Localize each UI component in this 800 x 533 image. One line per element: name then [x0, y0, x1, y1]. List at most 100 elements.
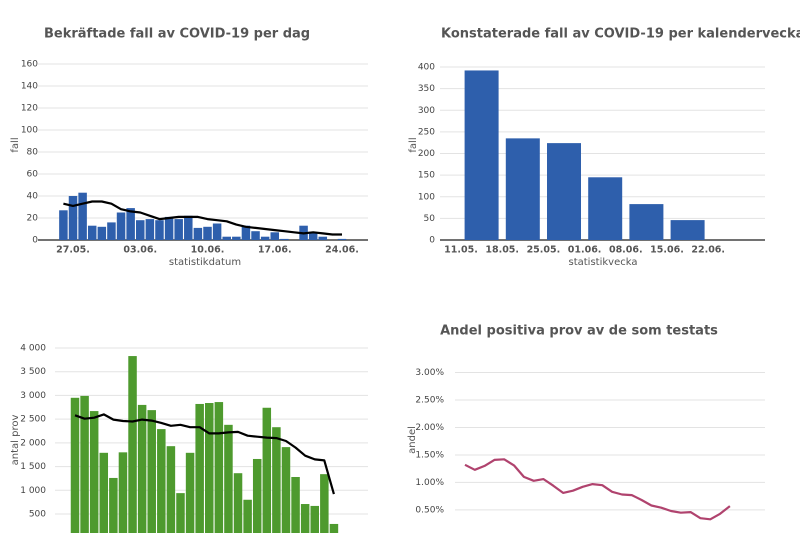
- bar: [300, 504, 310, 533]
- bar: [262, 407, 272, 533]
- y-tick-label: 3 500: [20, 367, 46, 377]
- y-tick-label: 4 000: [20, 344, 46, 354]
- bar: [166, 446, 176, 533]
- bar: [280, 238, 289, 240]
- y-tick-label: 200: [418, 149, 435, 159]
- y-tick-label: 2 500: [20, 415, 46, 425]
- bar: [308, 232, 318, 240]
- x-axis-title: statistikvecka: [569, 257, 638, 268]
- y-tick-label: 1 500: [20, 462, 46, 472]
- y-axis-title: fall: [408, 137, 419, 152]
- y-tick-label: 2 000: [20, 438, 46, 448]
- bar: [222, 236, 231, 240]
- bar: [214, 402, 224, 533]
- bar: [164, 216, 174, 240]
- chart-title: Bekräftade fall av COVID-19 per dag: [44, 27, 310, 42]
- bar: [629, 204, 664, 240]
- bar: [107, 222, 116, 240]
- chart-title: Andel positiva prov av de som testats: [440, 324, 718, 339]
- bar: [547, 143, 581, 240]
- bar: [212, 223, 222, 240]
- bar: [337, 238, 347, 240]
- y-tick-label: 120: [21, 104, 38, 114]
- x-tick-label: 01.06.: [568, 245, 602, 256]
- x-tick-label: 25.05.: [527, 245, 561, 256]
- bar: [157, 429, 166, 533]
- bar: [116, 212, 126, 240]
- bar: [80, 395, 89, 533]
- bar: [588, 177, 623, 240]
- x-tick-label: 27.05.: [56, 245, 90, 256]
- bar: [241, 225, 251, 240]
- bar: [128, 356, 137, 533]
- bar: [97, 226, 107, 240]
- y-tick-label: 250: [418, 127, 435, 137]
- y-tick-label: 160: [21, 60, 38, 70]
- x-tick-label: 03.06.: [123, 245, 157, 256]
- y-tick-label: 0.50%: [415, 505, 444, 515]
- bar: [185, 452, 195, 533]
- y-tick-label: 100: [21, 126, 38, 136]
- bar: [272, 427, 281, 533]
- x-tick-label: 15.06.: [650, 245, 684, 256]
- chart-title: Konstaterade fall av COVID-19 per kalend…: [441, 27, 800, 42]
- bar: [68, 196, 78, 240]
- bar: [320, 474, 329, 533]
- x-tick-label: 10.06.: [191, 245, 225, 256]
- y-tick-label: 400: [418, 63, 435, 73]
- bar: [281, 447, 291, 533]
- bar: [233, 473, 243, 533]
- x-tick-label: 11.05.: [444, 245, 478, 256]
- y-tick-label: 0: [429, 236, 435, 246]
- bar: [99, 452, 109, 533]
- bar: [464, 70, 499, 241]
- x-tick-label: 08.06.: [609, 245, 643, 256]
- bar: [195, 403, 204, 533]
- bar: [270, 232, 280, 240]
- y-tick-label: 3 000: [20, 391, 46, 401]
- y-tick-label: 1.00%: [415, 478, 444, 488]
- line: [464, 458, 731, 521]
- x-tick-label: 18.05.: [485, 245, 519, 256]
- y-tick-label: 50: [424, 214, 436, 224]
- bar: [232, 236, 241, 240]
- bar: [184, 215, 193, 240]
- line: [63, 200, 342, 236]
- y-tick-label: 2.00%: [415, 423, 444, 433]
- bar: [310, 505, 319, 533]
- y-tick-label: 0: [32, 236, 38, 246]
- bar: [145, 219, 155, 240]
- bar: [136, 220, 145, 240]
- bar: [205, 403, 214, 533]
- y-axis-title: antal prov: [10, 415, 21, 466]
- x-tick-label: 24.06.: [325, 245, 359, 256]
- bar: [78, 192, 87, 240]
- bar: [176, 493, 185, 533]
- y-tick-label: 100: [418, 192, 435, 202]
- y-tick-label: 80: [27, 148, 39, 158]
- bar: [118, 452, 128, 533]
- bar: [260, 236, 270, 240]
- y-axis-title: fall: [10, 137, 21, 152]
- y-tick-label: 60: [27, 170, 39, 180]
- bar: [243, 499, 252, 533]
- bar: [318, 236, 328, 240]
- x-axis-title: statistikdatum: [169, 257, 241, 268]
- bar: [59, 210, 68, 240]
- bar: [291, 476, 300, 533]
- bar: [87, 225, 97, 240]
- bar: [109, 477, 118, 533]
- bar: [670, 220, 705, 240]
- y-tick-label: 300: [418, 106, 435, 116]
- bar: [137, 404, 147, 533]
- y-tick-label: 1.50%: [415, 450, 444, 460]
- y-tick-label: 2.50%: [415, 395, 444, 405]
- bar: [147, 410, 156, 533]
- bar: [329, 523, 339, 533]
- bar: [89, 411, 99, 533]
- y-tick-label: 40: [27, 192, 39, 202]
- y-tick-label: 150: [418, 171, 435, 181]
- line: [74, 413, 335, 495]
- y-tick-label: 140: [21, 82, 38, 92]
- bar: [203, 226, 212, 240]
